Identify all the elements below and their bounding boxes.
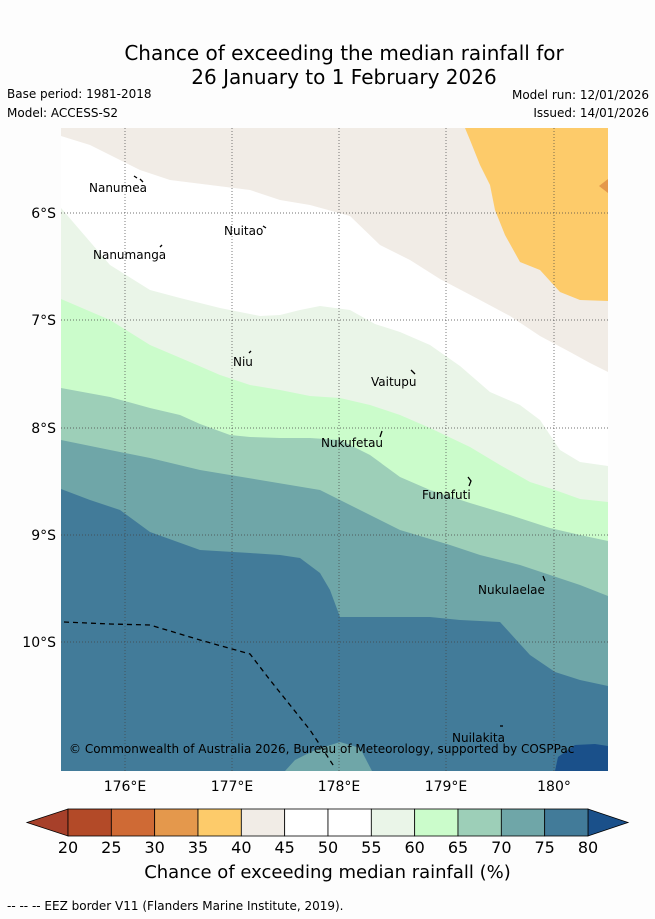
colorbar-tick-label: 40 bbox=[231, 838, 251, 857]
lat-tick: 9°S bbox=[31, 528, 56, 544]
band-40-45 bbox=[61, 128, 608, 372]
lon-tick: 177°E bbox=[211, 779, 254, 795]
lat-tick: 6°S bbox=[31, 206, 56, 222]
colorbar-segment bbox=[240, 808, 286, 837]
colorbar-segment bbox=[110, 808, 156, 837]
lat-tick: 7°S bbox=[31, 313, 56, 329]
place-label: Nukulaelae bbox=[478, 583, 545, 597]
band-80-plus bbox=[555, 744, 608, 771]
colorbar-tick-label: 50 bbox=[318, 838, 338, 857]
colorbar-title: Chance of exceeding median rainfall (%) bbox=[144, 862, 511, 883]
colorbar-segment bbox=[414, 808, 459, 837]
place-label: Nuitao bbox=[224, 224, 263, 238]
colorbar: 20 25 30 35 40 45 50 55 60 65 70 75 80 bbox=[25, 808, 630, 857]
colorbar-tick-label: 55 bbox=[361, 838, 381, 857]
colorbar-segment bbox=[457, 808, 502, 837]
lon-tick: 179°E bbox=[425, 779, 468, 795]
lon-tick: 176°E bbox=[104, 779, 147, 795]
lon-tick: 180° bbox=[537, 779, 571, 795]
colorbar-tick-label: 70 bbox=[491, 838, 511, 857]
issued-date: Issued: 14/01/2026 bbox=[533, 106, 649, 120]
colorbar-tick-label: 25 bbox=[101, 838, 121, 857]
colorbar-tick-label: 80 bbox=[578, 838, 598, 857]
band-35-40 bbox=[465, 128, 608, 301]
place-label: Nuilakita bbox=[452, 731, 505, 745]
eez-legend: -- -- -- EEZ border V11 (Flanders Marine… bbox=[7, 899, 344, 913]
longitude-ticks: 176°E 177°E 178°E 179°E 180° bbox=[104, 779, 571, 795]
colorbar-segment bbox=[500, 808, 546, 837]
colorbar-segment bbox=[197, 808, 242, 837]
colorbar-under-arrow bbox=[25, 808, 69, 837]
colorbar-tick-label: 35 bbox=[188, 838, 208, 857]
colorbar-tick-label: 30 bbox=[144, 838, 164, 857]
title-line-2: 26 January to 1 February 2026 bbox=[191, 65, 497, 89]
colorbar-segment bbox=[544, 808, 589, 837]
place-label: Nanumanga bbox=[93, 248, 166, 262]
islands bbox=[133, 175, 546, 727]
lat-tick: 10°S bbox=[22, 635, 56, 651]
place-label: Nanumea bbox=[89, 181, 147, 195]
probability-contours bbox=[61, 128, 608, 771]
model-name: Model: ACCESS-S2 bbox=[7, 106, 119, 120]
graticule bbox=[61, 128, 608, 771]
place-label: Funafuti bbox=[422, 488, 471, 502]
colorbar-tick-label: 65 bbox=[448, 838, 468, 857]
band-70-75-south bbox=[285, 742, 372, 771]
eez-border bbox=[63, 621, 336, 769]
colorbar-segment bbox=[327, 808, 372, 837]
place-labels: Nanumea Nuitao Nanumanga Niu Vaitupu Nuk… bbox=[89, 181, 545, 745]
colorbar-tick-label: 20 bbox=[58, 838, 78, 857]
model-run: Model run: 12/01/2026 bbox=[511, 88, 649, 102]
place-label: Nukufetau bbox=[321, 436, 383, 450]
copyright-text: © Commonwealth of Australia 2026, Bureau… bbox=[69, 742, 574, 756]
band-30-35 bbox=[599, 179, 608, 193]
colorbar-segment bbox=[154, 808, 199, 837]
colorbar-tick-label: 60 bbox=[404, 838, 424, 857]
base-period: Base period: 1981-2018 bbox=[7, 87, 152, 101]
colorbar-tick-label: 75 bbox=[534, 838, 554, 857]
colorbar-segment bbox=[284, 808, 329, 837]
colorbar-segment bbox=[370, 808, 416, 837]
place-label: Niu bbox=[233, 355, 253, 369]
lon-tick: 178°E bbox=[318, 779, 361, 795]
place-label: Vaitupu bbox=[371, 375, 417, 389]
colorbar-segment bbox=[67, 808, 112, 837]
latitude-ticks: 6°S 7°S 8°S 9°S 10°S bbox=[22, 206, 56, 651]
colorbar-tick-label: 45 bbox=[274, 838, 294, 857]
title-line-1: Chance of exceeding the median rainfall … bbox=[124, 41, 564, 65]
colorbar-over-arrow bbox=[587, 808, 630, 837]
lat-tick: 8°S bbox=[31, 421, 56, 437]
